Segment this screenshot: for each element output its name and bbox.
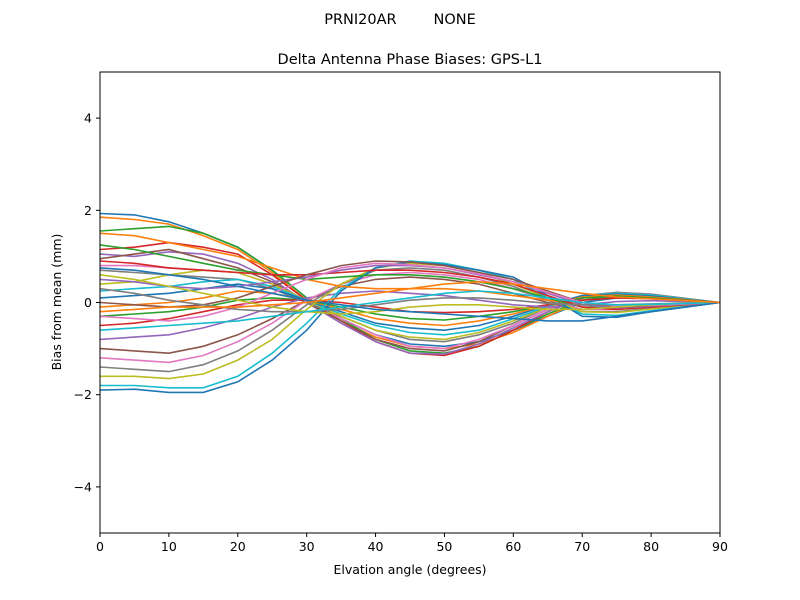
y-tick-label: −2 — [74, 387, 92, 402]
series-line-29 — [100, 274, 720, 315]
chart-suptitle: PRNI20AR NONE — [324, 12, 476, 28]
x-tick-label: 20 — [230, 539, 246, 554]
series-line-31 — [100, 267, 720, 322]
x-tick-label: 0 — [96, 539, 104, 554]
series-line-10 — [100, 278, 720, 336]
y-tick-label: −4 — [74, 479, 92, 494]
x-tick-label: 70 — [574, 539, 590, 554]
series-line-30 — [100, 290, 720, 331]
x-tick-label: 80 — [643, 539, 659, 554]
y-axis-ticks: −4 −2 0 2 4 — [74, 111, 100, 494]
y-axis-label: Bias from mean (mm) — [49, 234, 64, 371]
series-line-27 — [100, 262, 720, 322]
y-tick-label: 4 — [84, 111, 92, 126]
series-line-32 — [100, 280, 720, 313]
y-tick-label: 2 — [84, 203, 92, 218]
x-tick-label: 60 — [505, 539, 521, 554]
y-tick-label: 0 — [84, 295, 92, 310]
chart-title: Delta Antenna Phase Biases: GPS-L1 — [278, 52, 543, 68]
series-line-8 — [100, 269, 720, 343]
series-line-24 — [100, 260, 720, 311]
series-line-18 — [100, 267, 720, 373]
x-tick-label: 30 — [299, 539, 315, 554]
series-line-25 — [100, 264, 720, 309]
series-lines — [100, 212, 720, 394]
x-axis-label: Elvation angle (degrees) — [333, 562, 486, 577]
x-tick-label: 90 — [712, 539, 728, 554]
x-axis-ticks: 0 10 20 30 40 50 60 70 80 90 — [96, 533, 728, 554]
x-tick-label: 50 — [436, 539, 452, 554]
series-line-19 — [100, 262, 720, 380]
series-line-20 — [100, 260, 720, 389]
x-tick-label: 10 — [161, 539, 177, 554]
series-line-15 — [100, 290, 720, 341]
x-tick-label: 40 — [368, 539, 384, 554]
series-line-12 — [100, 290, 720, 327]
